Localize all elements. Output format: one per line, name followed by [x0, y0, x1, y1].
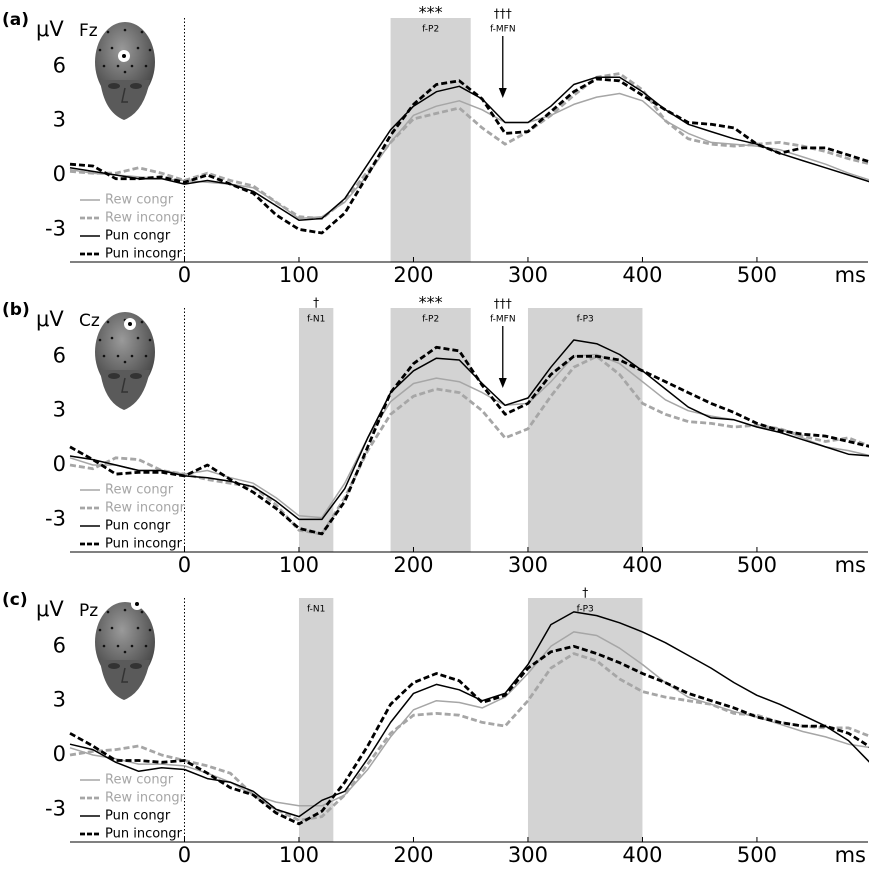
window-label: f-N1: [307, 605, 325, 615]
y-tick-label: 3: [53, 398, 66, 422]
series-line: [69, 77, 869, 235]
x-tick-label: 0: [178, 553, 191, 577]
series-line: [69, 345, 869, 536]
window-label: f-P3: [577, 315, 594, 325]
x-tick-label: 100: [279, 263, 319, 287]
x-tick-label: 200: [393, 843, 433, 867]
legend-label: Pun congr: [105, 809, 171, 824]
legend-label: Rew incongr: [105, 501, 186, 516]
y-tick-label: 3: [53, 108, 66, 132]
x-tick-label: 100: [279, 843, 319, 867]
legend-label: Pun incongr: [105, 537, 183, 552]
x-tick-label: 500: [737, 843, 777, 867]
head-icon: [94, 21, 156, 121]
y-tick-label: 6: [53, 343, 66, 367]
x-axis-label: ms: [835, 843, 866, 867]
panel-label: (b): [2, 300, 30, 320]
series-line: [69, 354, 869, 536]
legend-label: Rew congr: [105, 483, 174, 498]
x-tick-label: 200: [393, 263, 433, 287]
x-tick-label: 300: [508, 553, 548, 577]
x-tick-label: 0: [178, 843, 191, 867]
y-tick-label: 0: [53, 452, 66, 476]
y-tick-label: 0: [53, 742, 66, 766]
legend-label: Rew incongr: [105, 791, 186, 806]
series-line: [69, 72, 869, 220]
panel-label: (a): [2, 10, 29, 30]
y-tick-label: -3: [45, 216, 66, 240]
significance-marker: ***: [419, 293, 443, 312]
x-tick-label: 500: [737, 553, 777, 577]
y-axis-label: μV: [36, 17, 64, 41]
y-tick-label: 0: [53, 162, 66, 186]
legend-label: Pun incongr: [105, 247, 183, 262]
x-tick-label: 400: [622, 843, 662, 867]
window-label: f-P2: [422, 25, 439, 35]
window-label: f-P3: [577, 605, 594, 615]
legend-label: Rew incongr: [105, 211, 186, 226]
electrode-label: Cz: [79, 311, 100, 331]
y-tick-label: 6: [53, 633, 66, 657]
significance-marker: †††: [494, 297, 512, 311]
arrow-label: f-MFN: [490, 25, 516, 35]
legend-label: Rew congr: [105, 193, 174, 208]
y-tick-label: -3: [45, 796, 66, 820]
panel-label: (c): [2, 590, 28, 610]
y-tick-label: -3: [45, 506, 66, 530]
series-line: [69, 611, 869, 818]
y-axis-label: μV: [36, 307, 64, 331]
series-line: [69, 339, 869, 521]
x-tick-label: 400: [622, 553, 662, 577]
window-label: f-P2: [422, 315, 439, 325]
series-line: [69, 92, 869, 220]
time-window: [390, 18, 471, 262]
y-tick-label: 6: [53, 53, 66, 77]
time-window: [527, 598, 643, 842]
significance-marker: †: [313, 296, 319, 310]
time-window: [298, 308, 334, 552]
significance-marker: ***: [419, 3, 443, 22]
series-line: [69, 76, 869, 222]
x-tick-label: 200: [393, 553, 433, 577]
window-label: f-N1: [307, 315, 325, 325]
time-window: [527, 308, 643, 552]
x-axis-label: ms: [835, 263, 866, 287]
legend-label: Pun congr: [105, 229, 171, 244]
significance-marker: †: [582, 586, 588, 600]
x-tick-label: 100: [279, 553, 319, 577]
y-tick-label: 3: [53, 688, 66, 712]
arrow-head: [498, 378, 507, 388]
series-line: [69, 631, 869, 807]
electrode-label: Fz: [79, 21, 98, 41]
legend-label: Rew congr: [105, 773, 174, 788]
time-window: [390, 308, 471, 552]
x-axis-label: ms: [835, 553, 866, 577]
y-axis-label: μV: [36, 597, 64, 621]
legend-label: Pun congr: [105, 519, 171, 534]
series-line: [69, 644, 869, 826]
x-tick-label: 300: [508, 843, 548, 867]
head-icon: [94, 311, 156, 411]
electrode-label: Pz: [79, 601, 98, 621]
head-icon: [94, 598, 156, 701]
x-tick-label: 300: [508, 263, 548, 287]
legend-label: Pun incongr: [105, 827, 183, 842]
x-tick-label: 400: [622, 263, 662, 287]
time-window: [298, 598, 334, 842]
arrow-head: [498, 88, 507, 98]
series-line: [69, 652, 869, 822]
arrow-label: f-MFN: [490, 315, 516, 325]
x-tick-label: 500: [737, 263, 777, 287]
x-tick-label: 0: [178, 263, 191, 287]
significance-marker: †††: [494, 7, 512, 21]
